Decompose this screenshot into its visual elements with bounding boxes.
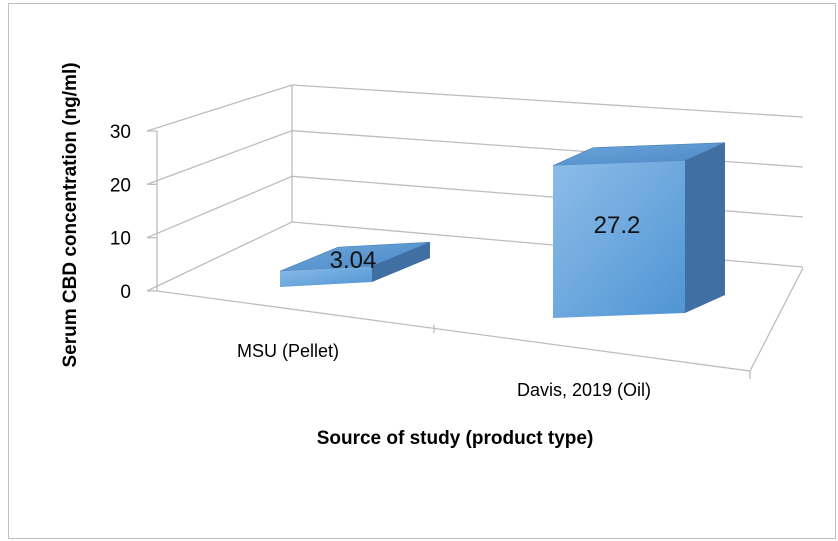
bar-front-face [553,160,685,318]
floor [156,267,804,379]
y-tick-label: 10 [110,229,131,250]
y-axis-title: Serum CBD concentration (ng/ml) [60,62,81,367]
y-tick-label: 20 [110,175,131,196]
bars: 3.04 27.2 [279,142,726,318]
bar: 27.2 [552,142,726,318]
bar-side-face [372,242,430,282]
data-label: 27.2 [594,212,641,239]
bar-front-face [280,266,372,287]
category-label: Davis, 2019 (Oil) [517,380,651,400]
bar-side-face [685,142,725,313]
category-label: MSU (Pellet) [237,341,339,361]
x-axis-title: Source of study (product type) [317,428,594,449]
y-tick-label: 30 [110,122,131,143]
y-tick-label: 0 [120,282,131,303]
data-label: 3.04 [330,247,377,274]
bar: 3.04 [279,241,431,287]
category-labels: MSU (Pellet) Davis, 2019 (Oil) [237,341,651,400]
gridline [146,84,804,132]
y-tick-labels: 0 10 20 30 [110,122,157,303]
chart-frame [8,3,836,539]
